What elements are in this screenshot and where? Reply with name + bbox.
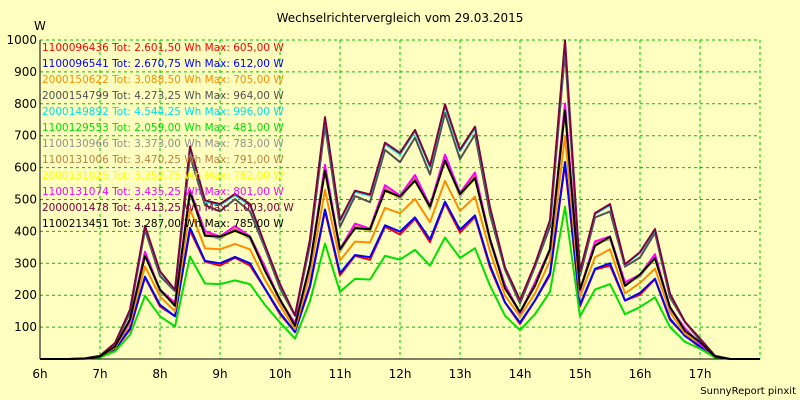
series-line-2 <box>40 161 760 360</box>
legend-entry-12: 1100213451 Tot: 3.287,00 Wh Max: 785,00 … <box>42 218 284 230</box>
chart-title: Wechselrichtervergleich vom 29.03.2015 <box>277 11 524 25</box>
y-tick-label-200: 200 <box>14 288 37 302</box>
y-tick-label-300: 300 <box>14 256 37 270</box>
series-line-6 <box>40 205 760 360</box>
y-tick-label-400: 400 <box>14 224 37 238</box>
legend-entry-2: 1100096541 Tot: 2.670,75 Wh Max: 612,00 … <box>42 58 284 70</box>
x-tick-label-15h: 15h <box>569 367 592 381</box>
x-tick-label-8h: 8h <box>152 367 167 381</box>
legend-entry-3: 2000150622 Tot: 3.088,50 Wh Max: 705,00 … <box>42 74 284 86</box>
y-tick-label-100: 100 <box>14 320 37 334</box>
y-tick-label-600: 600 <box>14 161 37 175</box>
legend-entry-5: 2000149892 Tot: 4.544,25 Wh Max: 996,00 … <box>42 106 284 118</box>
y-tick-label-700: 700 <box>14 129 37 143</box>
x-tick-label-11h: 11h <box>329 367 352 381</box>
y-tick-label-1000: 1000 <box>6 33 37 47</box>
legend-entry-11: 2000001478 Tot: 4.413,25 Wh Max: 1.003,0… <box>42 202 294 214</box>
legend-entry-1: 1100096436 Tot: 2.601,50 Wh Max: 605,00 … <box>42 42 284 54</box>
legend-entry-9: 2000131025 Tot: 3.352,75 Wh Max: 782,00 … <box>42 170 284 182</box>
series-line-7 <box>40 108 760 360</box>
x-tick-label-9h: 9h <box>212 367 227 381</box>
legend-entry-7: 1100130966 Tot: 3.373,00 Wh Max: 783,00 … <box>42 138 284 150</box>
series-line-3 <box>40 134 760 360</box>
x-tick-label-10h: 10h <box>269 367 292 381</box>
series-lines <box>40 39 760 360</box>
x-tick-label-7h: 7h <box>92 367 107 381</box>
axes <box>39 40 760 360</box>
x-tick-label-17h: 17h <box>689 367 712 381</box>
legend-entry-6: 1100129553 Tot: 2.059,00 Wh Max: 481,00 … <box>42 122 284 134</box>
x-tick-label-13h: 13h <box>449 367 472 381</box>
y-tick-label-800: 800 <box>14 97 37 111</box>
x-tick-label-12h: 12h <box>389 367 412 381</box>
y-tick-label-900: 900 <box>14 65 37 79</box>
x-tick-label-16h: 16h <box>629 367 652 381</box>
legend-entry-8: 1100131006 Tot: 3.470,25 Wh Max: 791,00 … <box>42 154 284 166</box>
y-tick-label-500: 500 <box>14 193 37 207</box>
credit-label: SunnyReport pinxit <box>700 386 796 397</box>
tick-labels: 100 200 300 400 500 600 700 800 900 1000 6h 7h 8h 9h 1… <box>6 33 711 381</box>
legend-entry-10: 1100131074 Tot: 3.435,25 Wh Max: 801,00 … <box>42 186 284 198</box>
legend: 1100096436 Tot: 2.601,50 Wh Max: 605,00 … <box>42 42 294 230</box>
x-tick-label-6h: 6h <box>32 367 47 381</box>
series-line-11 <box>40 39 760 360</box>
series-line-4 <box>40 50 760 360</box>
series-line-12 <box>40 109 760 360</box>
legend-entry-4: 2000154799 Tot: 4.273,25 Wh Max: 964,00 … <box>42 90 284 102</box>
series-line-1 <box>40 163 760 360</box>
x-tick-label-14h: 14h <box>509 367 532 381</box>
y-axis-label: W <box>34 19 46 33</box>
